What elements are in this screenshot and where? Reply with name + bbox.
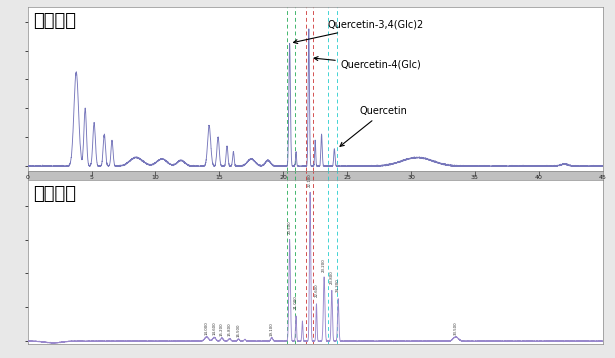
Text: 19.100: 19.100 [270, 322, 274, 335]
Text: 5: 5 [90, 175, 93, 180]
Text: 0: 0 [26, 175, 30, 180]
Text: 22.100: 22.100 [308, 173, 312, 187]
Text: 정상양파: 정상양파 [33, 12, 76, 30]
Text: 부패양파: 부패양파 [33, 185, 76, 203]
Text: 30: 30 [407, 175, 415, 180]
Text: Quercetin-3,4(Glc)2: Quercetin-3,4(Glc)2 [293, 19, 424, 44]
Text: Quercetin-4(Glc): Quercetin-4(Glc) [314, 57, 421, 70]
Text: 22.600: 22.600 [314, 284, 319, 297]
Text: 21.000: 21.000 [294, 295, 298, 309]
Text: 20.500: 20.500 [288, 221, 292, 234]
Text: Quercetin: Quercetin [340, 106, 408, 146]
Text: 33.500: 33.500 [454, 321, 458, 335]
Text: 15.200: 15.200 [220, 322, 224, 336]
Text: 14.000: 14.000 [205, 321, 208, 335]
Text: 15.800: 15.800 [228, 323, 232, 337]
Text: 24.300: 24.300 [336, 278, 340, 292]
Text: 20: 20 [279, 175, 287, 180]
Text: 23.200: 23.200 [322, 258, 326, 272]
Text: 10: 10 [151, 175, 159, 180]
Text: 16.500: 16.500 [237, 323, 240, 337]
Text: 23.800: 23.800 [330, 270, 334, 284]
Text: 40: 40 [535, 175, 543, 180]
Text: 15: 15 [215, 175, 223, 180]
Text: 25: 25 [343, 175, 351, 180]
Text: 45: 45 [599, 175, 606, 180]
Text: 14.600: 14.600 [212, 321, 216, 335]
Text: 35: 35 [471, 175, 479, 180]
